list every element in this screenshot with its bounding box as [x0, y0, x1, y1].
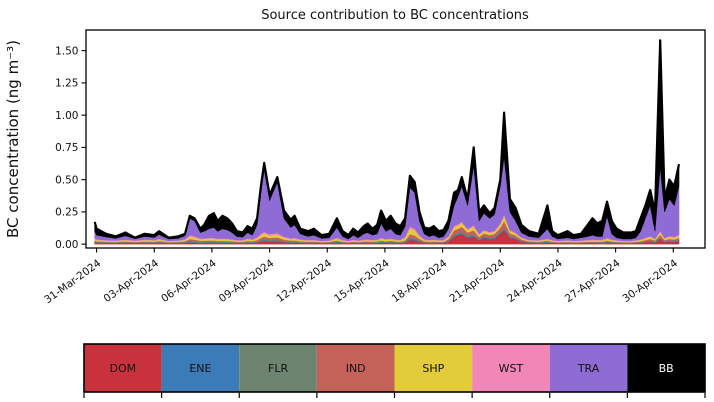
area-bb [94, 40, 680, 240]
legend-label-tra: TRA [577, 362, 600, 375]
legend-swatch-ene [161, 344, 240, 392]
legend: DOM ENE FLR IND SHP WST TRA BB [83, 343, 706, 398]
y-tick-label: 1.00 [55, 110, 78, 122]
chart-title: Source contribution to BC concentrations [261, 8, 529, 23]
legend-swatch-bb [627, 344, 705, 392]
y-tick-label: 0.25 [55, 207, 78, 219]
y-tick-label: 1.25 [55, 78, 78, 90]
y-axis-label: BC concentration (ng m⁻³) [4, 40, 22, 238]
y-tick-label: 0.75 [55, 142, 78, 154]
total-line [93, 39, 681, 239]
x-tick-label: 12-Apr-2024 [274, 257, 334, 305]
x-tick-label: 03-Apr-2024 [101, 257, 161, 305]
x-tick-label: 18-Apr-2024 [390, 257, 450, 305]
x-tick-label: 27-Apr-2024 [563, 257, 623, 305]
legend-label-flr: FLR [268, 362, 288, 375]
legend-swatch-flr [239, 344, 317, 392]
x-tick-label: 06-Apr-2024 [159, 257, 219, 305]
legend-frame [83, 343, 706, 393]
legend-label-ind: IND [346, 362, 366, 375]
y-tick-label: 1.50 [55, 45, 78, 57]
legend-swatch-tra [549, 344, 628, 392]
legend-swatch-shp [394, 344, 473, 392]
legend-swatch-dom [84, 344, 162, 392]
y-tick-label: 0.50 [55, 174, 78, 186]
x-tick-label: 31-Mar-2024 [42, 257, 103, 306]
x-tick-label: 15-Apr-2024 [332, 257, 392, 305]
x-tick-label: 09-Apr-2024 [217, 257, 277, 305]
legend-label-ene: ENE [189, 362, 211, 375]
plot-frame [85, 29, 706, 249]
x-axis-ticks: 31-Mar-202403-Apr-202406-Apr-202409-Apr-… [42, 248, 680, 306]
x-tick-label: 24-Apr-2024 [505, 257, 565, 305]
legend-swatch-wst [472, 344, 550, 392]
legend-swatch-ind [316, 344, 395, 392]
legend-label-bb: BB [659, 362, 674, 375]
y-tick-label: 0.00 [55, 239, 78, 251]
x-tick-label: 30-Apr-2024 [620, 257, 680, 305]
legend-label-shp: SHP [422, 362, 444, 375]
stacked-area-series [93, 39, 681, 245]
legend-label-dom: DOM [110, 362, 137, 375]
x-tick-label: 21-Apr-2024 [447, 257, 507, 305]
legend-label-wst: WST [499, 362, 524, 375]
y-axis-ticks: 0.00 0.25 0.50 0.75 1.00 1.25 1.50 [55, 45, 86, 251]
